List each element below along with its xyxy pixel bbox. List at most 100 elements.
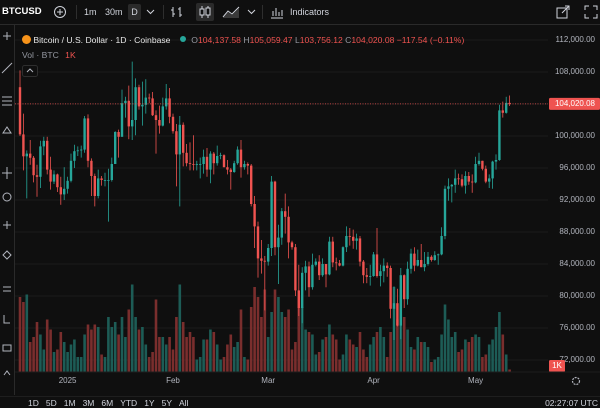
candle-body (124, 100, 127, 104)
volume-bar (151, 352, 154, 372)
volume-bar (287, 309, 290, 372)
candle-body (270, 181, 273, 248)
volume-bar (239, 309, 243, 372)
volume-bar (294, 342, 297, 372)
area-style[interactable] (222, 5, 240, 19)
volume-bar (141, 327, 144, 372)
candle-body (22, 134, 25, 157)
volume-bar (124, 337, 127, 372)
x-tick-label: Apr (367, 376, 380, 385)
candle-body (409, 253, 413, 269)
volume-bar (130, 284, 134, 372)
ohlc-value: 103,756.12 (299, 35, 343, 45)
volume-bar (385, 357, 389, 372)
range-button[interactable]: All (179, 398, 189, 408)
add-symbol[interactable] (53, 5, 67, 19)
volume-bar (229, 334, 233, 372)
volume-bar (484, 354, 488, 372)
candle-body (32, 157, 35, 176)
volume-bar (107, 317, 110, 372)
range-button[interactable]: 1M (63, 398, 76, 408)
dropdown[interactable] (146, 8, 155, 16)
candle-body (318, 261, 321, 276)
candle-body (182, 124, 185, 153)
candle-body (358, 238, 362, 262)
drawing-tools[interactable] (0, 25, 14, 395)
fullscreen[interactable] (584, 5, 598, 19)
ohlc-value: 104,020.08 (351, 35, 395, 45)
candle-body (212, 153, 215, 164)
volume-bar (447, 319, 450, 372)
candle-body (117, 132, 120, 137)
snapshot[interactable] (556, 5, 570, 19)
range-button[interactable]: 1D (28, 398, 39, 408)
candle-body (141, 104, 144, 107)
range-button[interactable]: 5Y (161, 398, 172, 408)
volume-bar (25, 294, 29, 372)
candle-body (148, 97, 151, 99)
volume-bar (212, 332, 216, 372)
candle-body (226, 167, 229, 170)
settings[interactable] (571, 376, 581, 386)
candle-body (263, 260, 266, 262)
collapse-button[interactable] (22, 64, 38, 77)
volume-bar (297, 297, 301, 372)
volume-bar (375, 332, 379, 372)
volume-bar (161, 337, 165, 372)
volume-bar (205, 339, 209, 372)
volume-bar (440, 334, 443, 372)
candle-body (362, 261, 365, 276)
volume-bar (266, 337, 270, 372)
range-button[interactable]: YTD (120, 398, 138, 408)
candle-body (103, 180, 107, 181)
volume-bar (181, 322, 185, 372)
candle-body (355, 238, 358, 241)
candle-body (56, 174, 59, 188)
candle-body (233, 163, 236, 172)
volume-bar (192, 337, 195, 372)
range-button[interactable]: 1Y (144, 398, 155, 408)
candle-body (386, 265, 389, 268)
candle-body (76, 150, 79, 152)
indicators[interactable]: Indicators (290, 7, 330, 17)
volume-bar (464, 339, 467, 372)
volume-bar (402, 317, 406, 372)
ohlc-prefix: L (294, 35, 300, 45)
volume-bar (171, 349, 175, 372)
interval[interactable]: 30m (105, 7, 123, 17)
volume-value: 1K (65, 50, 76, 60)
candle-body (301, 272, 304, 308)
candle-body (25, 153, 28, 157)
candle-body (171, 116, 175, 132)
ohlc-value: 104,137.58 (197, 35, 241, 45)
separator (262, 5, 263, 19)
interval[interactable]: 1m (84, 7, 97, 17)
range-button[interactable]: 3M (82, 398, 95, 408)
candle-body (151, 98, 154, 116)
indicators-icon[interactable] (270, 5, 284, 19)
candle-body (433, 255, 436, 260)
range-button[interactable]: 6M (101, 398, 114, 408)
candle-body (219, 155, 222, 156)
bar-style[interactable] (170, 5, 184, 19)
candle-body (46, 140, 49, 170)
candle-body (328, 241, 331, 275)
volume-bar (290, 349, 294, 372)
symbol[interactable]: BTCUSD (2, 6, 42, 17)
volume-bar (321, 339, 324, 372)
candle-body (273, 181, 277, 248)
candle-body (165, 98, 168, 107)
volume-bar (66, 352, 69, 372)
candle-body (379, 271, 382, 276)
interval-active[interactable]: D (128, 4, 141, 20)
range-button[interactable]: 5D (45, 398, 57, 408)
volume-bar (470, 337, 474, 372)
volume-bar (127, 309, 131, 372)
volume-bar (168, 337, 171, 372)
candle-style[interactable] (196, 3, 214, 21)
candle-body (209, 153, 212, 170)
y-tick-label: 80,000.00 (559, 291, 595, 300)
dropdown[interactable] (247, 8, 256, 16)
volume-bar (443, 304, 447, 372)
volume-bar (311, 334, 314, 372)
